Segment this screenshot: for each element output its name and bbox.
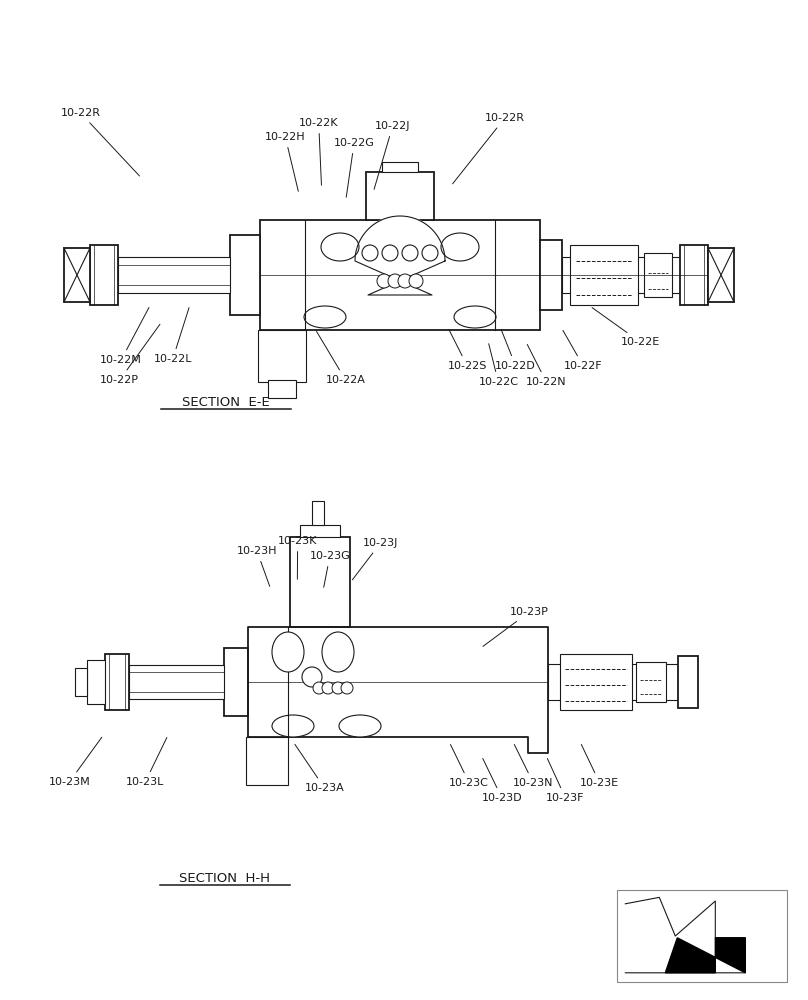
Text: 10-22K: 10-22K bbox=[299, 118, 339, 185]
Bar bbox=[258, 330, 306, 382]
Circle shape bbox=[409, 274, 423, 288]
Text: 10-22G: 10-22G bbox=[334, 138, 375, 197]
Bar bbox=[268, 380, 296, 398]
Bar bbox=[230, 235, 260, 315]
Text: 10-22N: 10-22N bbox=[526, 344, 566, 387]
Text: 10-22J: 10-22J bbox=[374, 121, 410, 189]
Ellipse shape bbox=[454, 306, 496, 328]
Polygon shape bbox=[355, 216, 445, 295]
Circle shape bbox=[382, 245, 398, 261]
Bar bbox=[570, 245, 638, 305]
Text: 10-23L: 10-23L bbox=[126, 737, 166, 787]
Circle shape bbox=[377, 274, 391, 288]
Text: SECTION  E-E: SECTION E-E bbox=[183, 396, 270, 409]
Text: 10-23J: 10-23J bbox=[352, 538, 398, 580]
Bar bbox=[290, 537, 350, 627]
Bar bbox=[312, 501, 324, 525]
Text: 10-23F: 10-23F bbox=[546, 759, 585, 803]
Text: 10-23E: 10-23E bbox=[580, 745, 619, 788]
Bar bbox=[64, 248, 90, 302]
Polygon shape bbox=[625, 897, 745, 973]
Ellipse shape bbox=[322, 632, 354, 672]
Circle shape bbox=[402, 245, 418, 261]
Circle shape bbox=[388, 274, 402, 288]
Bar bbox=[636, 662, 666, 702]
Ellipse shape bbox=[321, 233, 359, 261]
Ellipse shape bbox=[441, 233, 479, 261]
Text: 10-22R: 10-22R bbox=[452, 113, 525, 184]
Text: 10-22C: 10-22C bbox=[478, 344, 519, 387]
Bar bbox=[224, 648, 248, 716]
Bar bbox=[708, 248, 734, 302]
Circle shape bbox=[341, 682, 353, 694]
Text: 10-22A: 10-22A bbox=[317, 331, 365, 385]
Text: 10-23H: 10-23H bbox=[237, 546, 277, 586]
Circle shape bbox=[322, 682, 334, 694]
Text: 10-22M: 10-22M bbox=[100, 307, 149, 365]
Bar bbox=[548, 664, 678, 700]
Bar bbox=[617, 890, 787, 982]
Bar bbox=[129, 665, 224, 699]
Circle shape bbox=[302, 667, 322, 687]
Ellipse shape bbox=[272, 632, 304, 672]
Bar bbox=[118, 257, 230, 293]
Bar bbox=[87, 660, 105, 704]
Text: 10-23C: 10-23C bbox=[449, 745, 489, 788]
Text: 10-23P: 10-23P bbox=[483, 607, 549, 646]
Circle shape bbox=[332, 682, 344, 694]
Bar bbox=[680, 245, 708, 305]
Ellipse shape bbox=[272, 715, 314, 737]
Circle shape bbox=[362, 245, 378, 261]
Text: 10-22F: 10-22F bbox=[563, 330, 603, 371]
Circle shape bbox=[422, 245, 438, 261]
Ellipse shape bbox=[304, 306, 346, 328]
Bar bbox=[300, 525, 340, 537]
Text: 10-22L: 10-22L bbox=[154, 308, 192, 364]
Bar bbox=[644, 253, 672, 297]
Polygon shape bbox=[665, 938, 745, 973]
Text: 10-23D: 10-23D bbox=[482, 758, 522, 803]
Ellipse shape bbox=[339, 715, 381, 737]
Text: 10-23K: 10-23K bbox=[278, 536, 318, 579]
Text: 10-22E: 10-22E bbox=[592, 308, 660, 347]
Bar bbox=[562, 257, 680, 293]
Bar bbox=[105, 654, 129, 710]
Bar bbox=[540, 240, 562, 310]
Text: 10-22D: 10-22D bbox=[495, 330, 536, 371]
Bar bbox=[366, 172, 434, 220]
Polygon shape bbox=[248, 627, 548, 753]
Text: 10-23A: 10-23A bbox=[295, 744, 344, 793]
Circle shape bbox=[398, 274, 412, 288]
Bar bbox=[560, 654, 632, 710]
Bar bbox=[678, 656, 698, 708]
Bar bbox=[90, 245, 118, 305]
Text: 10-22H: 10-22H bbox=[265, 132, 305, 191]
Text: 10-23N: 10-23N bbox=[513, 744, 553, 788]
Text: 10-23M: 10-23M bbox=[48, 737, 102, 787]
Bar bbox=[246, 737, 288, 785]
Text: 10-22S: 10-22S bbox=[448, 329, 487, 371]
Bar bbox=[260, 220, 540, 330]
Circle shape bbox=[313, 682, 325, 694]
Text: 10-22P: 10-22P bbox=[100, 324, 160, 385]
Text: SECTION  H-H: SECTION H-H bbox=[179, 872, 270, 885]
Text: 10-22R: 10-22R bbox=[61, 108, 140, 176]
Text: 10-23G: 10-23G bbox=[309, 551, 350, 587]
Bar bbox=[382, 162, 418, 172]
Bar bbox=[75, 668, 87, 696]
